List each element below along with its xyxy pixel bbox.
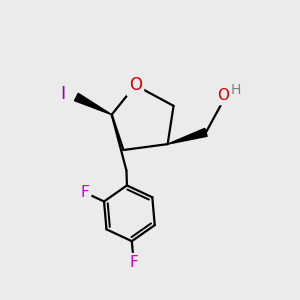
Text: F: F bbox=[80, 185, 89, 200]
Text: F: F bbox=[129, 255, 138, 270]
Text: I: I bbox=[61, 85, 66, 103]
Polygon shape bbox=[168, 128, 207, 144]
Text: O: O bbox=[129, 76, 142, 94]
Polygon shape bbox=[74, 93, 112, 115]
Text: O: O bbox=[218, 88, 230, 103]
Text: H: H bbox=[231, 82, 241, 97]
